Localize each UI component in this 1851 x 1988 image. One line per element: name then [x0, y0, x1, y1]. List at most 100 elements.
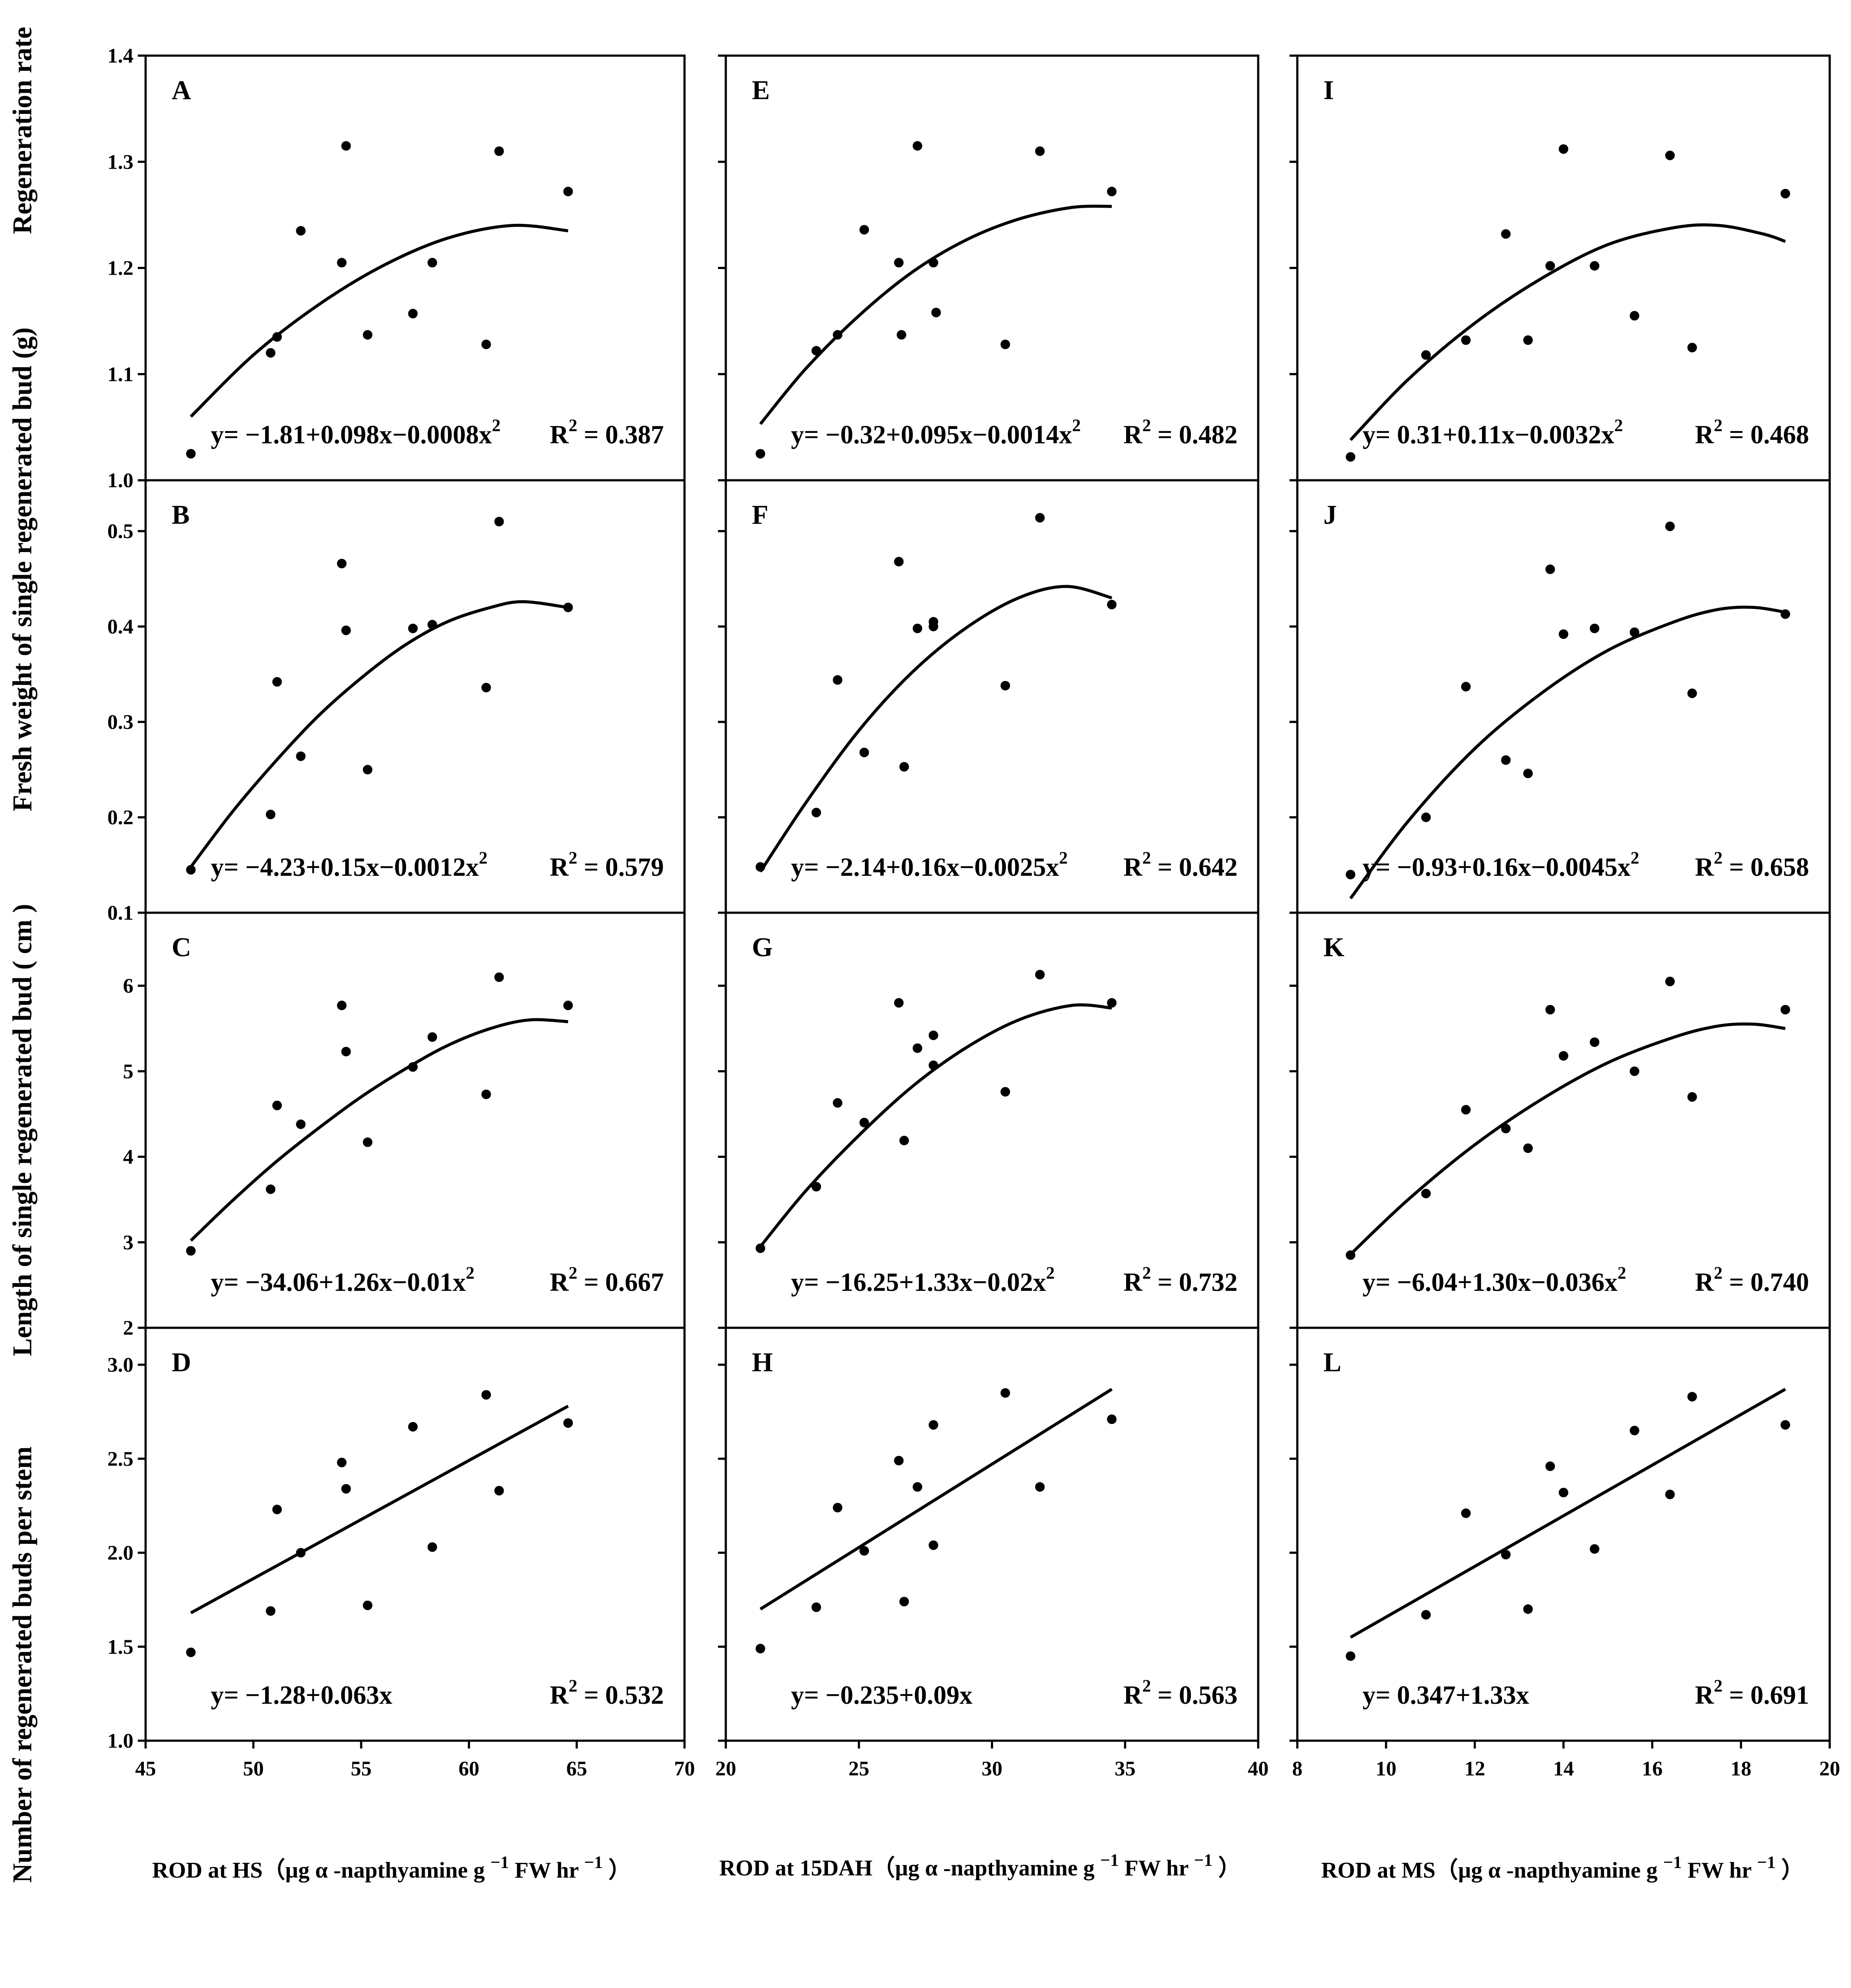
fit-curve: [759, 1003, 1112, 1248]
data-point: [1421, 350, 1431, 360]
r-squared-exponent: 2: [1142, 1676, 1151, 1695]
data-point: [1665, 150, 1675, 160]
equation-body: y= −16.25+1.33x−0.02x: [791, 1268, 1046, 1297]
data-point: [563, 1001, 573, 1011]
data-point: [1346, 1651, 1356, 1661]
data-point: [266, 1606, 276, 1616]
data-point: [186, 449, 196, 459]
data-point: [1545, 261, 1555, 271]
r-squared-exponent: 2: [1714, 848, 1722, 868]
data-point: [427, 620, 437, 630]
equation-body: y= −0.235+0.09x: [791, 1681, 973, 1709]
equation-body: y= 0.31+0.11x−0.0032x: [1362, 420, 1614, 449]
fit-curve: [759, 585, 1113, 873]
r-squared-exponent: 2: [1142, 1263, 1151, 1283]
regression-equation: y= −0.235+0.09x: [791, 1681, 973, 1709]
r-squared-symbol: R: [1695, 1268, 1714, 1297]
data-point: [899, 762, 909, 772]
data-point: [1000, 1087, 1010, 1097]
data-point: [341, 141, 351, 151]
data-point: [337, 559, 347, 568]
r-squared-value: = 0.691: [1722, 1681, 1809, 1709]
data-point: [1687, 1092, 1697, 1102]
data-point: [811, 346, 821, 356]
data-point: [1346, 1250, 1356, 1260]
equation-exponent: 2: [1046, 1263, 1055, 1283]
equation-body: y= −4.23+0.15x−0.0012x: [211, 853, 479, 881]
panel-letter: D: [172, 1348, 191, 1377]
data-point: [928, 1060, 938, 1070]
panel-a: 1.01.11.21.31.4Ay= −1.81+0.098x−0.0008x2…: [107, 44, 686, 492]
y-label-fresh-weight: Fresh weight of single regenerated bud (…: [8, 327, 37, 811]
x-label-ms-main: ROD at MS（µg α -napthyamine g: [1321, 1858, 1663, 1883]
data-point: [1780, 1420, 1790, 1430]
data-point: [1107, 998, 1117, 1008]
data-point: [859, 225, 869, 235]
regression-equation: y= −34.06+1.26x−0.01x2: [211, 1263, 475, 1297]
y-tick-label: 2: [123, 1316, 133, 1340]
panel-h-frame: [724, 1326, 1259, 1742]
data-point: [266, 809, 276, 819]
data-point: [755, 449, 765, 459]
y-tick-label: 3.0: [107, 1353, 133, 1376]
data-point: [296, 1119, 306, 1129]
panel-b-frame: [144, 479, 686, 914]
data-point: [899, 1596, 909, 1606]
regression-equation: y= 0.31+0.11x−0.0032x2: [1362, 416, 1623, 449]
data-point: [341, 1047, 351, 1057]
panel-e-frame: [724, 54, 1259, 482]
r-squared: R2 = 0.387: [550, 416, 664, 449]
data-point: [1346, 870, 1356, 880]
r-squared: R2 = 0.658: [1695, 848, 1809, 881]
equation-exponent: 2: [1059, 848, 1068, 868]
x-label-hs-sup1: −1: [490, 1852, 509, 1872]
data-point: [1421, 812, 1431, 822]
y-tick-label: 3: [123, 1231, 133, 1254]
panel-f-frame: [724, 479, 1259, 914]
r-squared-value: = 0.740: [1722, 1268, 1809, 1297]
data-point: [928, 258, 938, 268]
data-point: [1501, 1549, 1511, 1559]
equation-exponent: 2: [1072, 416, 1081, 435]
panel-i-frame: [1296, 54, 1831, 482]
data-point: [362, 765, 372, 775]
data-point: [894, 557, 904, 567]
panel-letter: B: [172, 500, 189, 530]
r-squared-symbol: R: [1123, 1268, 1143, 1297]
equation-body: y= −0.93+0.16x−0.0045x: [1362, 853, 1631, 881]
data-point: [563, 186, 573, 196]
data-point: [1107, 186, 1117, 196]
data-point: [913, 623, 922, 633]
r-squared-symbol: R: [550, 1681, 569, 1709]
data-point: [341, 1484, 351, 1494]
fit-curve: [1349, 1388, 1786, 1639]
panel-c-frame: [144, 911, 686, 1329]
data-point: [833, 1098, 843, 1108]
x-tick-label: 20: [1819, 1757, 1840, 1780]
fit-curve: [1349, 605, 1786, 900]
x-tick-label: 18: [1731, 1757, 1751, 1780]
data-point: [755, 1644, 765, 1654]
data-point: [894, 258, 904, 268]
data-point: [1523, 1143, 1533, 1153]
equation-body: y= −0.32+0.095x−0.0014x: [791, 420, 1072, 449]
fit-curve: [190, 1405, 569, 1614]
panel-letter: G: [752, 933, 773, 962]
regression-equation: y= −6.04+1.30x−0.036x2: [1362, 1263, 1626, 1297]
y-tick-label: 1.1: [107, 363, 133, 386]
panel-a-frame: [144, 54, 686, 482]
data-point: [1545, 1461, 1555, 1471]
data-point: [928, 1540, 938, 1550]
equation-exponent: 2: [1614, 416, 1623, 435]
equation-exponent: 2: [1618, 1263, 1626, 1283]
panel-letter: A: [172, 76, 191, 105]
data-point: [1687, 1392, 1697, 1402]
regression-equation: y= −0.93+0.16x−0.0045x2: [1362, 848, 1639, 881]
data-point: [272, 332, 282, 342]
data-point: [894, 998, 904, 1008]
data-point: [928, 1420, 938, 1430]
data-point: [1107, 1414, 1117, 1424]
y-tick-label: 1.5: [107, 1636, 133, 1659]
regression-equation: y= −2.14+0.16x−0.0025x2: [791, 848, 1068, 881]
r-squared: R2 = 0.691: [1695, 1676, 1809, 1709]
